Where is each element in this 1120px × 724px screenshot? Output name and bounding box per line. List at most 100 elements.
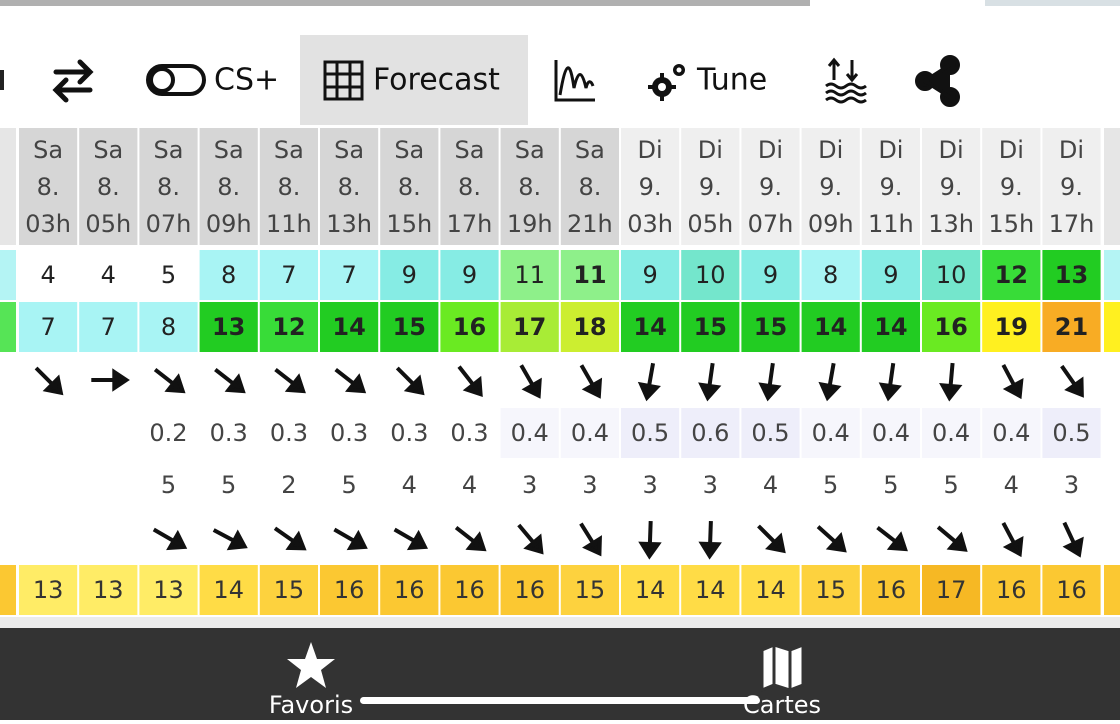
wave-period: 4 (402, 471, 417, 499)
wave-cell (741, 408, 800, 458)
arrow-shape (1060, 364, 1084, 398)
wind-cell (681, 250, 740, 300)
gust-value: 12 (272, 313, 305, 341)
waves-icon[interactable] (825, 57, 867, 104)
header-cell (320, 128, 379, 245)
header-text: 07h (748, 210, 794, 238)
gust-value: 16 (453, 313, 486, 341)
temperature: 15 (274, 576, 305, 604)
grid-icon[interactable] (323, 60, 364, 101)
temperature: 16 (454, 576, 485, 604)
wave-cell (861, 408, 920, 458)
gear-icon[interactable] (648, 64, 685, 101)
tab-label[interactable]: Tune (696, 63, 767, 98)
temperature: 15 (575, 576, 606, 604)
arrow-shape (579, 364, 603, 399)
wind-value: 9 (462, 261, 477, 289)
gust-value: 21 (1055, 313, 1088, 341)
wave-period: 5 (823, 471, 838, 499)
tab-label[interactable]: CS+ (214, 63, 279, 98)
header-text: 11h (868, 210, 914, 238)
wind-value: 10 (695, 261, 726, 289)
header-text: 8. (398, 173, 421, 201)
wave-cell (259, 408, 318, 458)
header-text: 9. (1000, 173, 1023, 201)
wind-arrow (698, 362, 722, 402)
wave-height: 0.5 (751, 419, 789, 447)
header-text: Sa (214, 136, 244, 164)
header-text: 17h (1049, 210, 1095, 238)
gust-cell (440, 302, 499, 352)
header-text: 9. (699, 173, 722, 201)
nav-label[interactable]: Favoris (269, 691, 353, 719)
header-text: Di (698, 136, 723, 164)
wind-arrow (153, 367, 186, 394)
arrow-shape (274, 367, 306, 394)
wind-cell (500, 250, 559, 300)
gust-value: 8 (161, 313, 176, 341)
gust-cell (922, 302, 981, 352)
wave-period: 3 (582, 471, 597, 499)
temperature: 14 (635, 576, 666, 604)
wave-arrow (333, 527, 368, 551)
temp-cell (982, 565, 1041, 615)
header-text: Di (999, 136, 1024, 164)
wave-arrow (579, 522, 602, 557)
star-icon[interactable] (287, 642, 335, 688)
nav-label[interactable]: Cartes (743, 691, 821, 719)
wind-cell (621, 250, 680, 300)
header-text: Di (818, 136, 843, 164)
swap-icon[interactable] (52, 59, 94, 103)
header-text: Sa (455, 136, 485, 164)
wave-period: 3 (522, 471, 537, 499)
wind-cell (139, 250, 198, 300)
toggle-icon[interactable] (146, 64, 206, 96)
wave-cell (982, 408, 1041, 458)
gust-cell (1042, 302, 1101, 352)
tab-label[interactable]: Forecast (373, 63, 500, 98)
gust-cell (259, 302, 318, 352)
gust-cell (560, 302, 619, 352)
header-cell (199, 128, 258, 245)
temperature: 16 (876, 576, 907, 604)
wave-height: 0.3 (330, 419, 368, 447)
gust-value: 15 (754, 313, 787, 341)
header-text: Sa (33, 136, 63, 164)
wave-arrow (876, 525, 908, 552)
wave-cell (1042, 408, 1101, 458)
wave-period: 5 (161, 471, 176, 499)
temperature: 14 (695, 576, 726, 604)
map-icon[interactable] (760, 642, 805, 693)
chart-icon[interactable] (554, 60, 595, 102)
arrow-shape (212, 528, 248, 551)
wind-arrow (758, 362, 782, 402)
wave-cell (801, 408, 860, 458)
wave-height: 0.3 (390, 419, 428, 447)
header-text: Di (878, 136, 903, 164)
wave-cell (380, 408, 439, 458)
header-text: Sa (334, 136, 364, 164)
temp-cell (259, 565, 318, 615)
wind-arrow (637, 362, 661, 402)
wind-cell (380, 250, 439, 300)
temp-cell (380, 565, 439, 615)
wave-height: 0.4 (992, 419, 1030, 447)
wind-arrow (395, 366, 425, 396)
header-text: Sa (515, 136, 545, 164)
arrow-shape (816, 525, 847, 553)
wind-cell (79, 250, 138, 300)
wind-cell (861, 250, 920, 300)
temp-cell (861, 565, 920, 615)
top-strip (985, 0, 1120, 6)
header-cell (681, 128, 740, 245)
share-icon[interactable] (915, 55, 960, 107)
wind-value: 4 (40, 261, 55, 289)
wind-value: 8 (221, 261, 236, 289)
edge-cell (1104, 302, 1120, 352)
wave-cell (621, 408, 680, 458)
wave-period: 5 (341, 471, 356, 499)
wind-cell (922, 250, 981, 300)
header-text: 8. (37, 173, 60, 201)
arrow-shape (936, 525, 968, 552)
wave-arrow (273, 526, 307, 551)
